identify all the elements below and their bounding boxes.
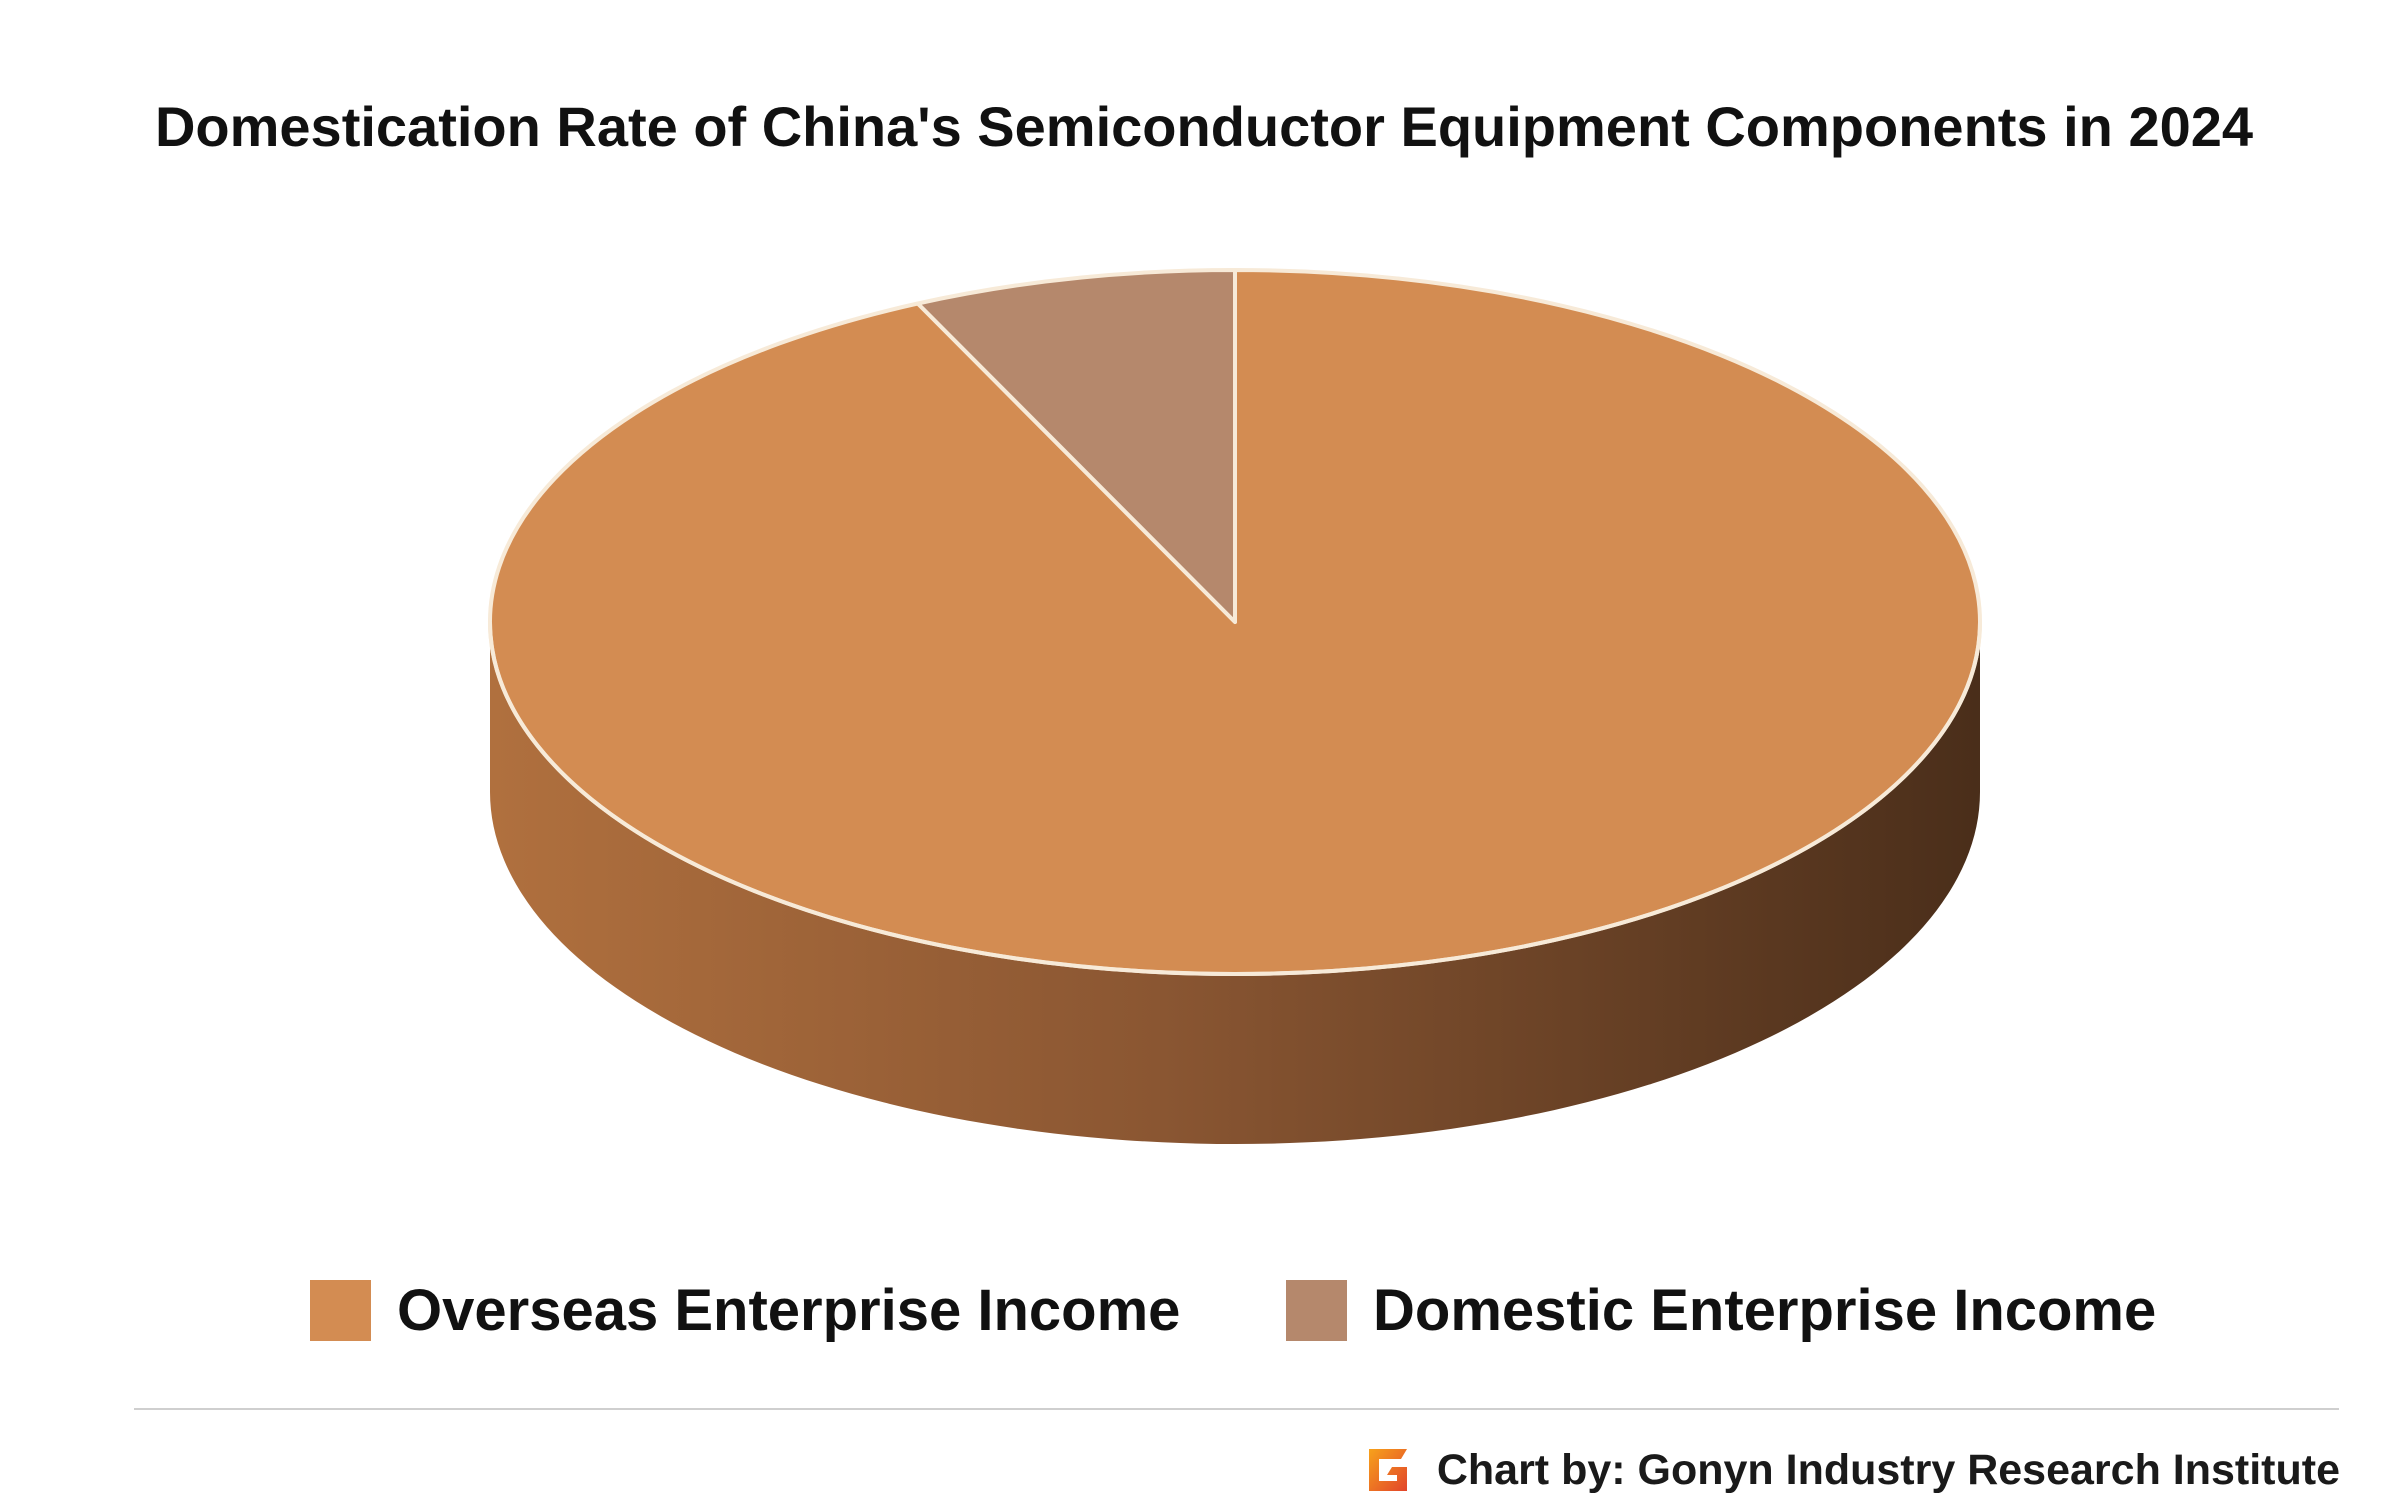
credit-text: Chart by: Gonyn Industry Research Instit… xyxy=(1436,1445,2340,1494)
pie-slice-domestic[interactable] xyxy=(915,268,1237,624)
legend-label-domestic: Domestic Enterprise Income xyxy=(1373,1277,2157,1343)
pie-rim-highlight xyxy=(488,621,1982,976)
gonyn-logo-icon xyxy=(1368,1449,1407,1491)
chart-credit: Chart by: Gonyn Industry Research Instit… xyxy=(1361,1440,2340,1500)
footer-divider xyxy=(134,1408,2339,1410)
chart-legend: Overseas Enterprise Income Domestic Ente… xyxy=(0,1270,2408,1350)
legend-label-overseas: Overseas Enterprise Income xyxy=(397,1277,1181,1343)
legend-swatch-overseas xyxy=(310,1279,371,1341)
chart-title: Domestication Rate of China's Semiconduc… xyxy=(154,95,2254,158)
legend-item-overseas[interactable]: Overseas Enterprise Income xyxy=(310,1270,1180,1350)
legend-swatch-domestic xyxy=(1286,1279,1347,1341)
pie-side-wall xyxy=(490,622,1980,1144)
legend-item-domestic[interactable]: Domestic Enterprise Income xyxy=(1286,1270,2156,1350)
